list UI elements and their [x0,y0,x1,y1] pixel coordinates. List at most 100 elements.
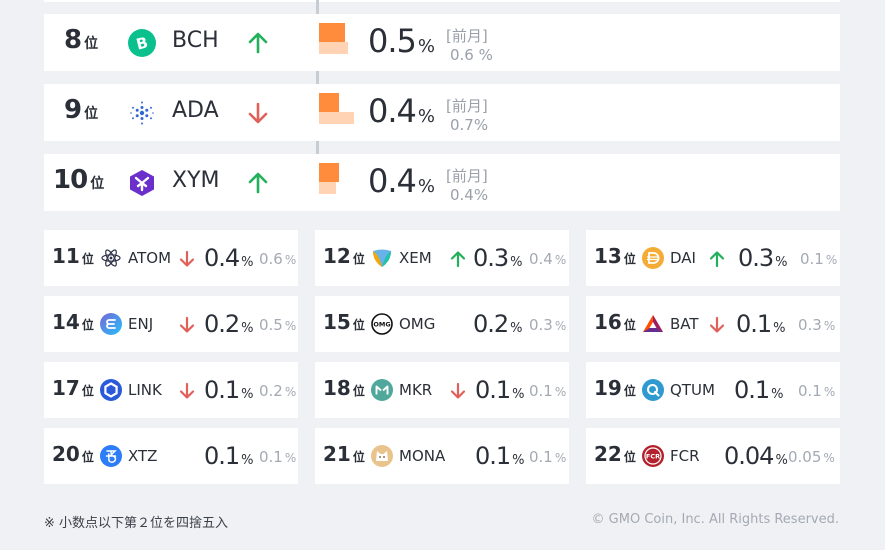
ranking-card-18: 18 位 MKR 0.1% 0.1% [315,362,569,418]
previous-share-bar [319,112,355,124]
coin-symbol: ATOM [128,249,172,267]
share-value: 0.2% [204,310,254,338]
current-share-bar [319,23,345,42]
trend-down-icon [248,102,268,124]
omg-coin-icon: OMG [371,313,393,335]
ranking-card-13: 13 位 DAI 0.3% 0.1% [586,230,840,286]
xym-coin-icon [130,170,154,196]
share-value: 0.1% [736,310,786,338]
rank-number: 10 位 [53,165,105,195]
current-share-bar [319,93,339,112]
trend-up-icon [248,32,268,54]
ranking-card-11: 11 位 ATOM 0.4% 0.6% [44,230,298,286]
ranking-card-12: 12 位 XEM 0.3% 0.4% [315,230,569,286]
rank-number: 11 位 [52,244,94,268]
bch-coin-icon: B [128,29,156,57]
svg-text:B: B [134,33,149,53]
rank-number: 12 位 [323,244,365,268]
copyright-text: © GMO Coin, Inc. All Rights Reserved. [591,512,839,527]
coin-symbol: BAT [670,315,699,333]
mkr-coin-icon [371,379,393,401]
prev-month-label: [前月] [446,97,488,115]
share-value: 0.3% [738,244,788,272]
coin-symbol: MKR [399,381,433,399]
prev-month-value: 0.7% [450,116,489,134]
prev-month-value: 0.6% [259,250,297,268]
share-value: 0.1% [475,442,525,470]
share-value: 0.2% [473,310,523,338]
qtum-coin-icon [642,379,664,401]
rank-number: 18 位 [323,376,365,400]
share-value: 0.1% [204,442,254,470]
prev-month-value: 0.6 % [450,46,493,64]
coin-symbol: OMG [399,315,436,333]
prev-month-value: 0.1% [798,382,836,400]
coin-symbol: BCH [172,28,219,53]
ranking-card-20: 20 位 XTZ 0.1% 0.1% [44,428,298,484]
rounding-footnote: ※ 小数点以下第２位を四捨五入 [44,516,229,531]
ranking-card-17: 17 位 LINK 0.1% 0.2% [44,362,298,418]
prev-month-value: 0.2% [259,382,297,400]
rank-number: 19 位 [594,376,636,400]
prev-month-value: 0.1% [529,448,567,466]
atom-coin-icon [100,247,122,269]
svg-text:OMG: OMG [373,321,390,329]
bat-coin-icon [643,315,663,332]
rank-number: 20 位 [52,442,94,466]
prev-month-value: 0.3% [798,316,836,334]
rank-number: 16 位 [594,310,636,334]
trend-down-icon [709,316,725,333]
rank-number: 22 位 [594,442,636,466]
coin-symbol: FCR [670,447,700,465]
ranking-card-22: 22 位 FCR FCR 0.04% 0.05% [586,428,840,484]
share-value: 0.4% [368,162,435,200]
prev-month-value: 0.3% [529,316,567,334]
xem-coin-icon [373,249,391,267]
prev-month-value: 0.4% [529,250,567,268]
prev-month-value: 0.1% [259,448,297,466]
previous-row-edge [44,0,840,2]
rank-number: 17 位 [52,376,94,400]
trend-up-icon [450,251,466,268]
share-value: 0.4% [368,92,435,130]
trend-up-icon [709,251,725,268]
ranking-card-14: 14 位 ENJ 0.2% 0.5% [44,296,298,352]
prev-month-label: [前月] [446,167,488,185]
ranking-row-10: 10 位 XYM 0.4% [前月] 0.4% [44,154,840,211]
coin-symbol: XYM [172,168,220,193]
rank-number: 13 位 [594,244,636,268]
trend-down-icon [179,250,195,267]
coin-symbol: MONA [399,447,446,465]
mona-coin-icon [371,445,393,467]
prev-month-label: [前月] [446,27,488,45]
trend-down-icon [179,316,195,333]
share-value: 0.5% [368,22,435,60]
ada-coin-icon [130,101,154,125]
prev-month-value: 0.05% [788,448,835,466]
share-value: 0.3% [473,244,523,272]
fcr-coin-icon: FCR [642,445,664,467]
xtz-coin-icon [100,445,122,467]
rank-number: 21 位 [323,442,365,466]
coin-symbol: XTZ [128,447,158,465]
enj-coin-icon [100,313,122,335]
share-value: 0.1% [204,376,254,404]
dai-coin-icon [642,247,664,269]
svg-text:FCR: FCR [646,453,660,461]
rank-number: 14 位 [52,310,94,334]
prev-month-value: 0.1% [800,250,838,268]
trend-up-icon [248,172,268,194]
ranking-card-19: 19 位 QTUM 0.1% 0.1% [586,362,840,418]
coin-symbol: XEM [399,249,432,267]
previous-share-bar [319,182,336,194]
share-value: 0.1% [734,376,784,404]
current-share-bar [319,163,339,182]
link-coin-icon [100,379,122,401]
coin-symbol: QTUM [670,381,715,399]
ranking-card-16: 16 位 BAT 0.1% 0.3% [586,296,840,352]
coin-symbol: DAI [670,249,696,267]
